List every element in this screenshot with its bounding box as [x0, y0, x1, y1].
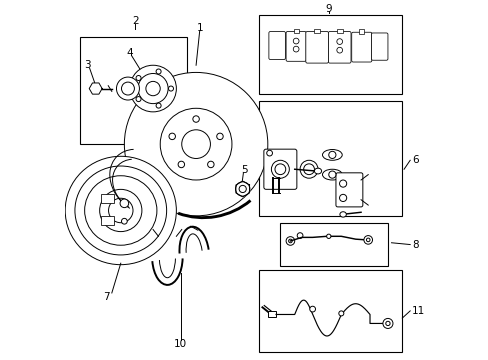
- Polygon shape: [235, 181, 249, 197]
- Text: 2: 2: [132, 17, 138, 27]
- FancyBboxPatch shape: [351, 32, 371, 62]
- Text: 8: 8: [411, 239, 418, 249]
- Ellipse shape: [314, 168, 321, 174]
- Circle shape: [336, 47, 342, 53]
- Circle shape: [328, 151, 335, 158]
- Text: 3: 3: [84, 60, 91, 70]
- FancyBboxPatch shape: [285, 32, 305, 61]
- Circle shape: [271, 160, 289, 178]
- Text: 9: 9: [325, 4, 331, 14]
- Circle shape: [339, 180, 346, 187]
- Circle shape: [156, 103, 161, 108]
- Circle shape: [293, 46, 298, 52]
- Circle shape: [160, 108, 231, 180]
- Circle shape: [309, 306, 315, 312]
- Circle shape: [326, 234, 330, 238]
- Circle shape: [297, 233, 303, 238]
- Text: 7: 7: [103, 292, 109, 302]
- Ellipse shape: [339, 212, 346, 217]
- Circle shape: [288, 239, 292, 243]
- Circle shape: [274, 164, 285, 175]
- Circle shape: [385, 321, 389, 325]
- Circle shape: [145, 81, 160, 96]
- Circle shape: [116, 77, 139, 100]
- Circle shape: [216, 133, 223, 140]
- Circle shape: [169, 133, 175, 140]
- Circle shape: [156, 69, 161, 74]
- Bar: [293, 29, 298, 33]
- Circle shape: [136, 96, 141, 102]
- Circle shape: [168, 86, 173, 91]
- Circle shape: [338, 311, 343, 316]
- Circle shape: [366, 238, 369, 242]
- Bar: [336, 29, 342, 33]
- Circle shape: [121, 82, 134, 95]
- Bar: [258, 101, 402, 216]
- Circle shape: [239, 185, 246, 193]
- Ellipse shape: [322, 169, 342, 180]
- Ellipse shape: [75, 166, 166, 255]
- Bar: [258, 15, 402, 94]
- Circle shape: [129, 65, 176, 112]
- Circle shape: [182, 130, 210, 158]
- Circle shape: [300, 160, 317, 178]
- Polygon shape: [89, 83, 102, 94]
- Circle shape: [192, 116, 199, 122]
- Circle shape: [207, 161, 214, 168]
- Circle shape: [178, 161, 184, 168]
- Bar: [101, 194, 113, 203]
- Ellipse shape: [65, 156, 176, 265]
- Text: 11: 11: [411, 306, 425, 316]
- FancyBboxPatch shape: [371, 33, 387, 60]
- Bar: [267, 311, 275, 317]
- Circle shape: [138, 73, 168, 104]
- Bar: [258, 270, 402, 352]
- Circle shape: [108, 198, 133, 223]
- Text: 5: 5: [241, 165, 247, 175]
- Circle shape: [339, 194, 346, 202]
- Text: 4: 4: [126, 48, 133, 58]
- Circle shape: [136, 76, 141, 81]
- Bar: [280, 223, 387, 266]
- Circle shape: [100, 189, 142, 231]
- Circle shape: [285, 237, 294, 245]
- FancyBboxPatch shape: [335, 173, 362, 207]
- Bar: [101, 216, 113, 225]
- Circle shape: [120, 199, 128, 208]
- Circle shape: [363, 235, 372, 244]
- Text: 10: 10: [174, 339, 187, 349]
- Circle shape: [336, 39, 342, 44]
- FancyBboxPatch shape: [328, 32, 350, 63]
- Circle shape: [303, 164, 314, 175]
- Circle shape: [328, 171, 335, 178]
- Circle shape: [266, 150, 272, 156]
- Bar: [80, 37, 187, 144]
- Circle shape: [124, 72, 267, 216]
- FancyBboxPatch shape: [268, 32, 285, 59]
- Ellipse shape: [84, 176, 157, 245]
- Ellipse shape: [322, 149, 342, 160]
- Circle shape: [293, 38, 298, 44]
- Text: 6: 6: [411, 155, 418, 165]
- Circle shape: [121, 219, 127, 224]
- Bar: [313, 29, 320, 33]
- FancyBboxPatch shape: [305, 32, 328, 63]
- Circle shape: [382, 319, 392, 328]
- Circle shape: [235, 182, 249, 196]
- Bar: [359, 30, 364, 34]
- FancyBboxPatch shape: [264, 149, 296, 189]
- Text: 1: 1: [196, 23, 203, 33]
